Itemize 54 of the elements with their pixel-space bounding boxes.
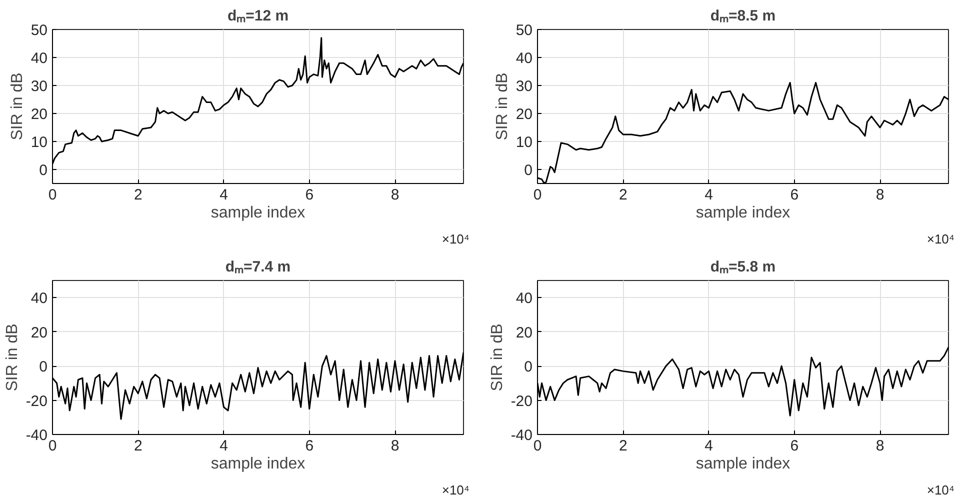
x-tick-label: 8 [390, 438, 400, 454]
text: ×10⁴ [926, 232, 955, 246]
y-tick-label: 0 [39, 358, 48, 376]
y-tick-label: 50 [516, 22, 533, 39]
y-axis-title: SIR in dB [8, 72, 26, 140]
y-tick-label: 40 [516, 290, 533, 308]
y-tick-label: 0 [39, 162, 48, 179]
y-tick-label: 20 [30, 106, 48, 123]
y-tick-label: 50 [30, 22, 48, 39]
y-axis-title: SIR in dB [488, 324, 506, 392]
x-axis-title: sample index [696, 204, 790, 222]
chart-title: dₘ=8.5 m [710, 8, 776, 24]
y-tick-label: 10 [30, 134, 48, 151]
y-tick-label: 20 [516, 106, 533, 123]
chart-title: dₘ=5.8 m [710, 258, 776, 276]
x-axis-title: sample index [210, 456, 306, 472]
x-tick-label: 6 [305, 186, 314, 204]
y-tick-label: -40 [26, 427, 48, 444]
x-tick-label: 8 [876, 186, 884, 204]
y-axis-title: SIR in dB [494, 72, 511, 140]
y-tick-label: 20 [30, 324, 48, 342]
x-tick-label: 2 [134, 186, 142, 204]
x-axis-title: sample index [210, 204, 306, 222]
text: ×10⁴ [442, 232, 470, 246]
x-axis-title: sample index [696, 456, 790, 472]
x-tick-label: 4 [220, 438, 228, 454]
x-tick-label: 4 [220, 186, 228, 204]
x-tick-label: 2 [134, 438, 142, 454]
chart-title: dₘ=7.4 m [225, 258, 291, 276]
y-tick-label: 20 [516, 324, 533, 342]
x-tick-label: 6 [305, 438, 314, 454]
x-tick-label: 6 [790, 438, 799, 454]
x-tick-label: 2 [618, 438, 628, 454]
text: ×10⁴ [926, 482, 955, 498]
y-tick-label: 40 [516, 50, 533, 67]
x-tick-label: 8 [876, 438, 884, 454]
y-tick-label: 0 [524, 162, 532, 179]
y-axis-title: SIR in dB [4, 324, 21, 392]
text: ×10⁴ [442, 482, 470, 498]
y-tick-label: 30 [30, 78, 48, 95]
y-tick-label: 40 [30, 50, 48, 67]
y-tick-label: -20 [510, 392, 533, 410]
chart-title: dₘ=12 m [227, 8, 289, 24]
y-tick-label: -40 [510, 427, 533, 444]
y-tick-label: -20 [26, 392, 48, 410]
y-tick-label: 0 [524, 358, 532, 376]
y-tick-label: 10 [516, 134, 533, 151]
x-tick-label: 6 [790, 186, 799, 204]
x-tick-label: 8 [390, 186, 400, 204]
x-tick-label: 2 [618, 186, 628, 204]
x-tick-label: 4 [704, 438, 713, 454]
x-tick-label: 4 [704, 186, 713, 204]
y-tick-label: 30 [516, 78, 533, 95]
y-tick-label: 40 [30, 290, 48, 308]
